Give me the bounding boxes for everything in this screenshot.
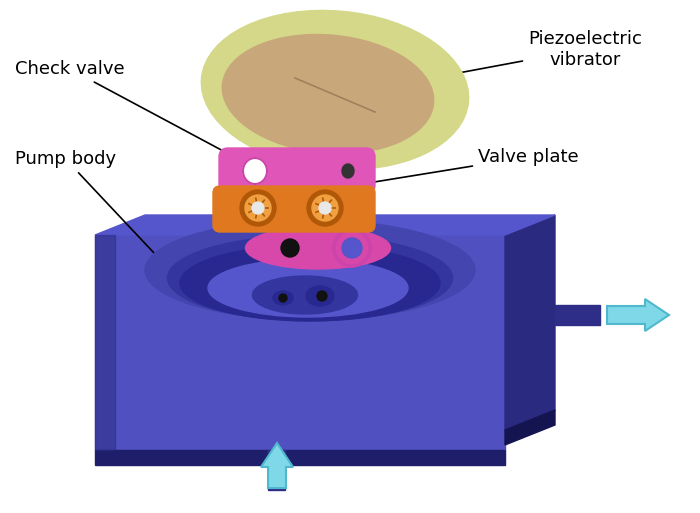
- Circle shape: [252, 202, 264, 214]
- Polygon shape: [95, 215, 555, 235]
- Polygon shape: [95, 450, 505, 465]
- Polygon shape: [268, 450, 285, 490]
- Text: Check valve: Check valve: [15, 60, 253, 167]
- Ellipse shape: [180, 245, 440, 321]
- Ellipse shape: [243, 158, 267, 184]
- Ellipse shape: [223, 34, 434, 153]
- Circle shape: [281, 239, 299, 257]
- FancyBboxPatch shape: [213, 186, 375, 232]
- FancyBboxPatch shape: [219, 148, 375, 194]
- Ellipse shape: [306, 286, 334, 306]
- Ellipse shape: [273, 291, 293, 305]
- Text: Pump body: Pump body: [15, 150, 168, 268]
- FancyArrow shape: [261, 443, 293, 488]
- Polygon shape: [95, 235, 505, 450]
- Circle shape: [279, 294, 287, 302]
- Polygon shape: [505, 215, 555, 430]
- Polygon shape: [95, 235, 115, 450]
- Polygon shape: [555, 305, 600, 325]
- Circle shape: [312, 195, 338, 221]
- Polygon shape: [505, 410, 555, 445]
- Ellipse shape: [246, 227, 391, 269]
- Ellipse shape: [208, 259, 408, 317]
- Ellipse shape: [342, 164, 354, 178]
- Ellipse shape: [253, 276, 358, 314]
- Circle shape: [319, 202, 331, 214]
- Ellipse shape: [145, 220, 475, 320]
- Ellipse shape: [202, 10, 469, 170]
- Circle shape: [245, 195, 271, 221]
- Text: Piezoelectric
vibrator: Piezoelectric vibrator: [413, 30, 642, 82]
- Circle shape: [240, 190, 276, 226]
- Text: Valve plate: Valve plate: [371, 148, 579, 183]
- Circle shape: [342, 238, 362, 258]
- Ellipse shape: [167, 235, 452, 321]
- Circle shape: [317, 291, 327, 301]
- Circle shape: [307, 190, 343, 226]
- FancyArrow shape: [607, 299, 669, 331]
